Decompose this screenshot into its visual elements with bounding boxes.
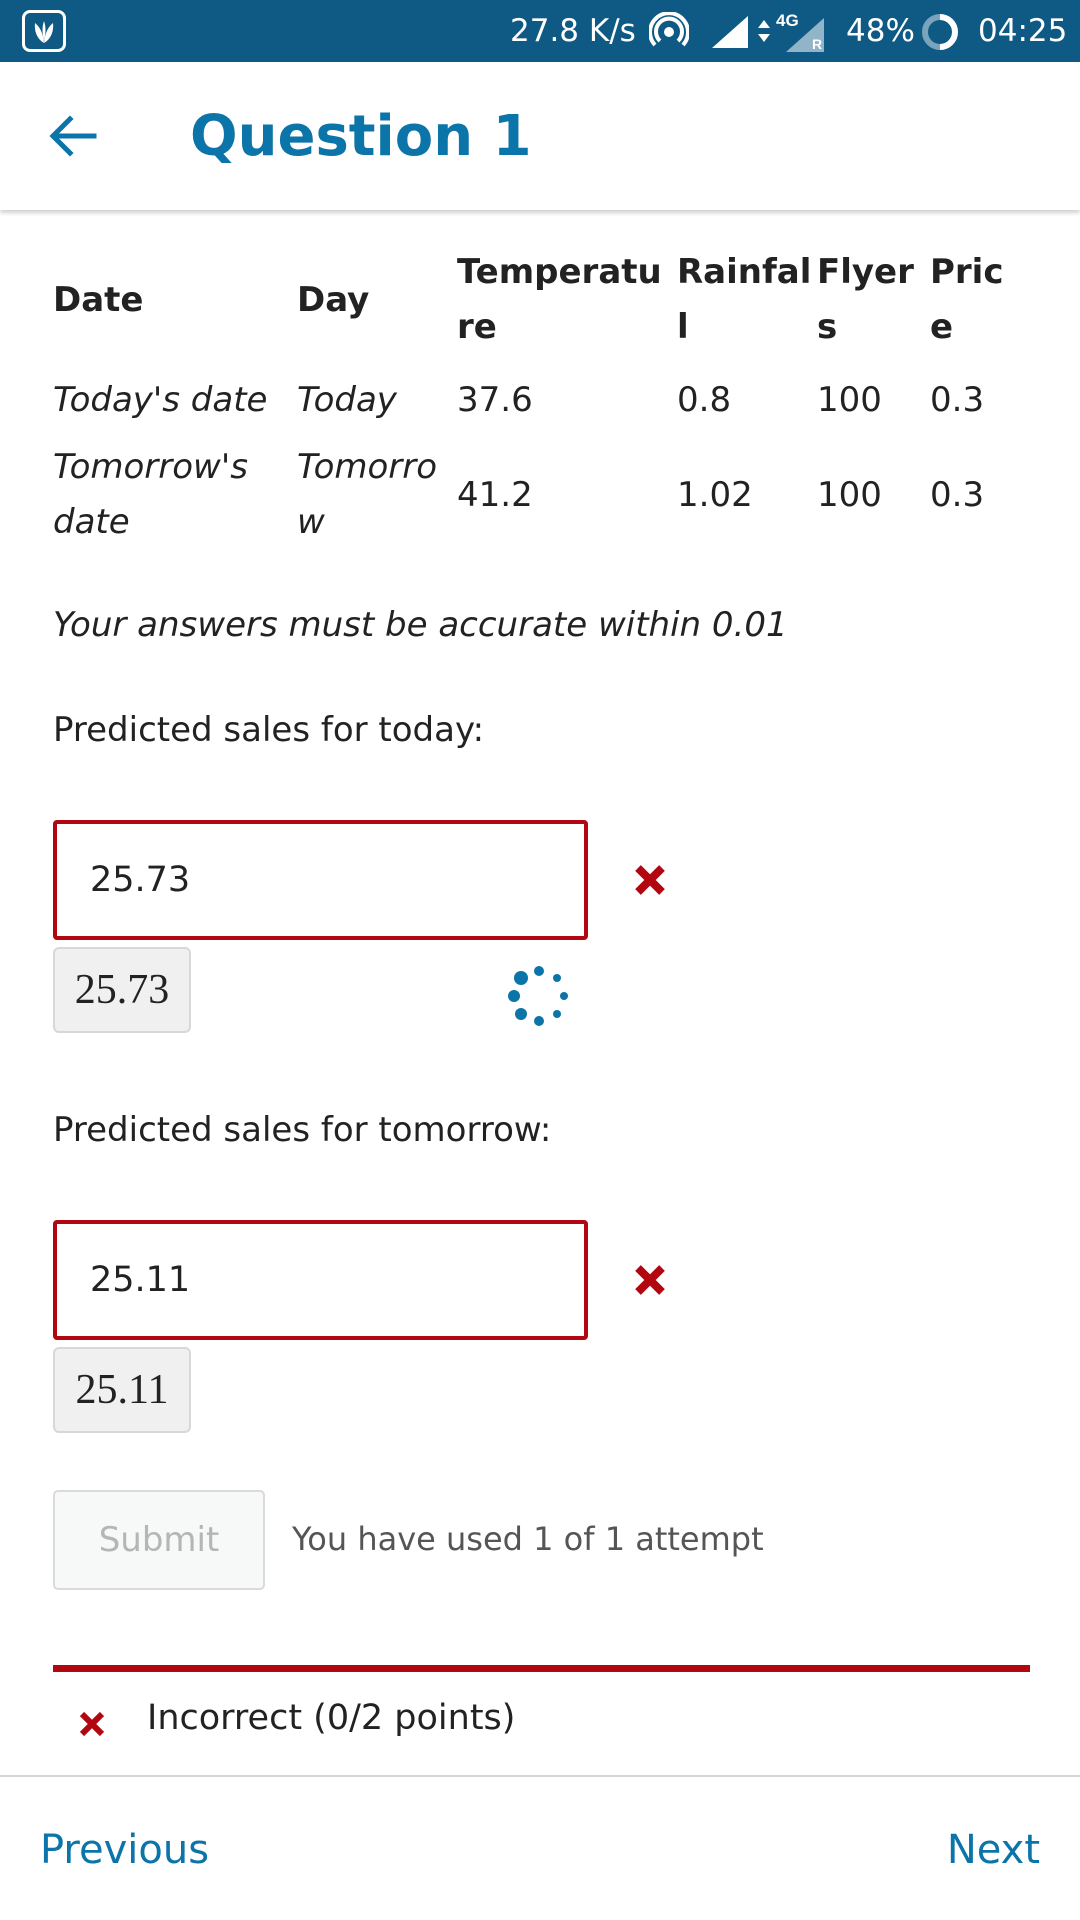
answer-preview-today: 25.73	[53, 947, 191, 1033]
back-button[interactable]	[44, 107, 102, 165]
arrow-left-icon	[49, 115, 97, 157]
table-header-cell: Day	[297, 279, 370, 320]
table-header-row: Date Day Temperature Rainfall Flyers Pri…	[53, 240, 1020, 360]
question-label-today: Predicted sales for today:	[53, 710, 485, 750]
question-label-tomorrow: Predicted sales for tomorrow:	[53, 1110, 552, 1150]
table-cell: 0.3	[930, 474, 985, 515]
table-cell: Tomorrow's date	[53, 447, 248, 542]
answer-preview-tomorrow: 25.11	[53, 1347, 191, 1433]
loading-spinner-icon	[508, 966, 568, 1026]
table-cell: Today	[297, 379, 397, 420]
table-cell: 0.3	[930, 379, 985, 420]
result-status-text: Incorrect (0/2 points)	[147, 1698, 516, 1738]
hotspot-icon	[649, 12, 689, 47]
table-header-cell: Rainfall	[677, 252, 812, 347]
incorrect-x-icon	[635, 865, 665, 895]
table-header-cell: Date	[53, 279, 144, 320]
submit-button[interactable]: Submit	[53, 1490, 265, 1590]
data-table: Date Day Temperature Rainfall Flyers Pri…	[53, 240, 1020, 550]
table-cell: Today's date	[53, 379, 268, 420]
table-cell: 100	[817, 379, 882, 420]
table-row: Today's date Today 37.6 0.8 100 0.3	[53, 360, 1020, 440]
accuracy-note: Your answers must be accurate within 0.0…	[53, 605, 788, 645]
network-type-indicator: 4G R	[756, 10, 826, 54]
table-cell: 37.6	[457, 379, 533, 420]
app-bar: Question 1	[0, 62, 1080, 210]
signal-icon	[712, 16, 748, 48]
incorrect-x-icon	[79, 1711, 105, 1737]
status-bar: 27.8 K/s 4G R 48% 04:25	[0, 0, 1080, 62]
bottom-nav: Previous Next	[0, 1775, 1080, 1920]
answer-input-today[interactable]	[53, 820, 588, 940]
battery-icon	[922, 14, 958, 50]
app-logo-icon	[22, 10, 66, 52]
next-link[interactable]: Next	[946, 1827, 1040, 1873]
table-header-cell: Temperature	[457, 252, 662, 347]
previous-link[interactable]: Previous	[40, 1827, 210, 1873]
table-cell: Tomorrow	[297, 447, 438, 542]
table-header-cell: Flyers	[817, 252, 914, 347]
network-speed: 27.8 K/s	[510, 13, 636, 49]
table-cell: 41.2	[457, 474, 533, 515]
question-content[interactable]: Date Day Temperature Rainfall Flyers Pri…	[0, 210, 1080, 1775]
network-type-label: 4G	[776, 11, 799, 30]
incorrect-x-icon	[635, 1265, 665, 1295]
attempts-text: You have used 1 of 1 attempt	[292, 1520, 764, 1558]
table-cell: 100	[817, 474, 882, 515]
table-cell: 0.8	[677, 379, 732, 420]
roaming-label: R	[812, 36, 823, 52]
answer-input-tomorrow[interactable]	[53, 1220, 588, 1340]
table-header-cell: Price	[930, 252, 1004, 347]
page-title: Question 1	[190, 104, 532, 169]
battery-percent: 48%	[846, 13, 915, 49]
table-row: Tomorrow's date Tomorrow 41.2 1.02 100 0…	[53, 440, 1020, 550]
clock: 04:25	[978, 13, 1068, 49]
result-divider	[53, 1665, 1030, 1672]
table-cell: 1.02	[677, 474, 753, 515]
